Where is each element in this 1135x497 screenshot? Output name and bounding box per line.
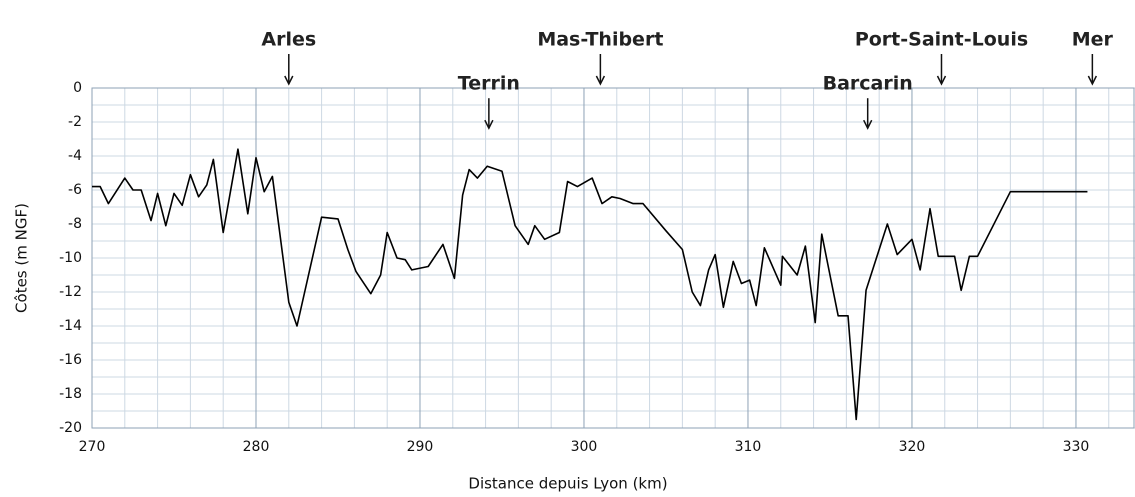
y-tick-label: -2 — [68, 114, 82, 130]
y-tick-label: -10 — [59, 250, 82, 266]
x-tick-label: 310 — [735, 439, 762, 455]
x-tick-label: 280 — [243, 439, 270, 455]
y-tick-label: -16 — [59, 352, 82, 368]
plot-border — [91, 87, 1135, 429]
annotation-arrowhead — [595, 75, 606, 86]
annotation-arrowhead — [484, 119, 494, 130]
y-tick-label: -18 — [59, 386, 82, 402]
x-tick-label: 270 — [79, 439, 106, 455]
y-tick-label: -8 — [68, 216, 82, 232]
annotation-label: Barcarin — [823, 73, 913, 95]
y-tick-label: -6 — [68, 182, 82, 198]
annotation-label: Arles — [261, 29, 316, 51]
y-tick-label: -4 — [68, 148, 82, 164]
annotation-label: Terrin — [458, 73, 520, 95]
x-axis-label: Distance depuis Lyon (km) — [468, 475, 667, 493]
data-line — [92, 148, 1088, 421]
x-tick-label: 290 — [407, 439, 434, 455]
y-axis-label: Côtes (m NGF) — [13, 203, 31, 313]
annotation-label: Port-Saint-Louis — [855, 29, 1028, 51]
annotation-label: Mas-Thibert — [537, 29, 663, 51]
y-tick-label: -20 — [59, 420, 82, 436]
x-tick-label: 320 — [899, 439, 926, 455]
y-tick-label: 0 — [73, 80, 82, 96]
annotation-arrowhead — [1087, 75, 1098, 86]
x-tick-label: 300 — [571, 439, 598, 455]
annotation-arrowhead — [936, 75, 947, 86]
x-tick-label: 330 — [1063, 439, 1090, 455]
y-tick-label: -12 — [59, 284, 82, 300]
annotation-arrowhead — [284, 75, 294, 86]
annotation-label: Mer — [1072, 29, 1114, 51]
annotation-arrowhead — [863, 119, 873, 130]
y-tick-label: -14 — [59, 318, 82, 334]
